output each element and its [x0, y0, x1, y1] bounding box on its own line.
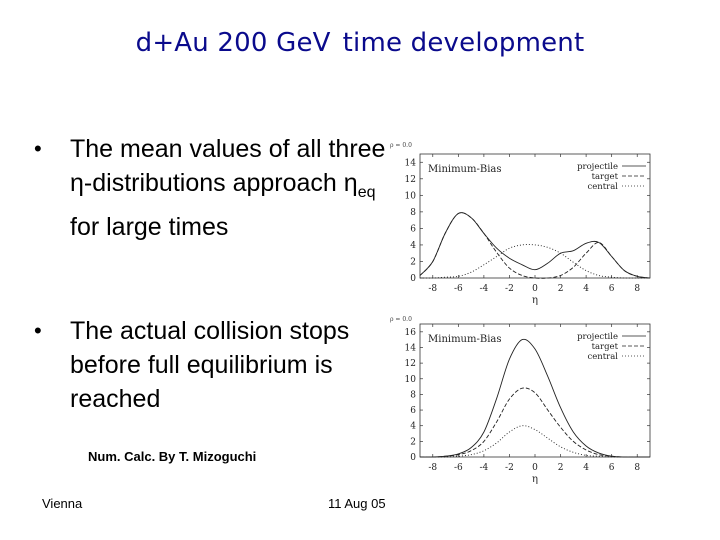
x-axis-label: η: [532, 474, 538, 485]
bullet-dot: •: [34, 136, 42, 161]
plot-1-svg: ρ = 0.0 0 2 4 6 8 10 12 14 -8 -6 -4 -2 0 2 4 6 8 η Minimum-…: [390, 142, 651, 306]
y-tick-label: 4: [410, 241, 416, 251]
x-tick-label: 6: [609, 284, 615, 294]
y-tick-label: 12: [405, 359, 416, 369]
eta-distribution-plot-1: ρ = 0.0 0 2 4 6 8 10 12 14 -8 -6 -4 -2 0 2 4 6 8 η Minimum-…: [388, 138, 658, 308]
bullet-1: • The mean values of all three η-distrib…: [34, 132, 385, 272]
eta-symbol: η: [343, 169, 358, 197]
y-tick-label: 10: [405, 191, 417, 201]
bullet-text-post: for large times: [70, 213, 229, 241]
legend-entry: central: [587, 352, 618, 362]
series-line-central: [420, 425, 650, 458]
x-tick-label: -8: [428, 284, 437, 294]
y-tick-label: 2: [410, 257, 416, 267]
y-tick-label: 0: [410, 274, 416, 284]
x-tick-label: -8: [428, 463, 437, 473]
bullet-text: The mean values of all three η-distribut…: [70, 132, 390, 244]
x-axis-label: η: [532, 295, 538, 306]
title-part2: time development: [342, 28, 585, 58]
y-tick-label: 6: [410, 406, 416, 416]
legend-entry: target: [592, 172, 619, 182]
y-tick-label: 8: [410, 208, 416, 218]
y-tick-label: 6: [410, 224, 416, 234]
x-tick-label: 8: [634, 284, 640, 294]
y-tick-label: 10: [405, 375, 417, 385]
bullet-dot: •: [34, 318, 42, 343]
bullet-text-pre: The mean values of all three: [70, 135, 386, 163]
eta-symbol: η: [70, 169, 84, 197]
x-tick-label: -2: [505, 284, 514, 294]
chart-annotation: Minimum-Bias: [428, 164, 502, 175]
x-tick-label: 0: [532, 284, 538, 294]
x-tick-label: 4: [583, 284, 589, 294]
y-tick-label: 0: [410, 453, 416, 463]
x-tick-label: -6: [454, 284, 463, 294]
bullet-text: The actual collision stops before full e…: [70, 317, 350, 413]
series-line-central: [419, 244, 650, 279]
y-tick-label: 2: [410, 437, 416, 447]
x-tick-label: 6: [609, 463, 615, 473]
x-tick-label: 2: [558, 463, 564, 473]
y-tick-label: 8: [410, 390, 416, 400]
chart-annotation: Minimum-Bias: [428, 334, 502, 345]
legend-entry: projectile: [577, 162, 618, 172]
corner-label: ρ = 0.0: [390, 316, 412, 323]
bullet-text-mid: -distributions approach: [83, 169, 344, 197]
slide-title: d+Au 200 GeV time development: [0, 28, 720, 58]
legend-entry: projectile: [577, 332, 618, 342]
x-tick-label: -4: [479, 463, 488, 473]
x-tick-label: 4: [583, 463, 589, 473]
credit-text: Num. Calc. By T. Mizoguchi: [88, 449, 257, 464]
plot-2-svg: ρ = 0.0 0 2 4 6 8 10 12 14 16 -8 -6 -4 -2 0 2 4 6 8 η Minimu…: [390, 316, 651, 485]
y-tick-label: 4: [410, 422, 416, 432]
footer-location: Vienna: [42, 496, 83, 511]
y-tick-label: 14: [405, 158, 417, 168]
x-tick-label: 2: [558, 284, 564, 294]
series-line-target: [419, 387, 650, 458]
title-part1: d+Au 200 GeV: [135, 28, 331, 58]
eta-subscript: eq: [357, 184, 376, 201]
eta-distribution-plot-2: ρ = 0.0 0 2 4 6 8 10 12 14 16 -8 -6 -4 -2 0 2 4 6 8 η Minimu…: [388, 312, 658, 487]
x-tick-label: -4: [479, 284, 488, 294]
x-tick-label: -2: [505, 463, 514, 473]
x-tick-label: -6: [454, 463, 463, 473]
legend-entry: central: [587, 182, 618, 192]
corner-label: ρ = 0.0: [390, 142, 412, 149]
y-tick-label: 14: [405, 343, 417, 353]
y-tick-label: 16: [405, 328, 417, 338]
bullet-2: • The actual collision stops before full…: [34, 314, 379, 424]
y-tick-label: 12: [405, 175, 416, 185]
x-tick-label: 8: [634, 463, 640, 473]
legend-entry: target: [592, 342, 619, 352]
series-line-target: [419, 212, 651, 279]
x-tick-label: 0: [532, 463, 538, 473]
footer-date: 11 Aug 05: [328, 496, 386, 511]
